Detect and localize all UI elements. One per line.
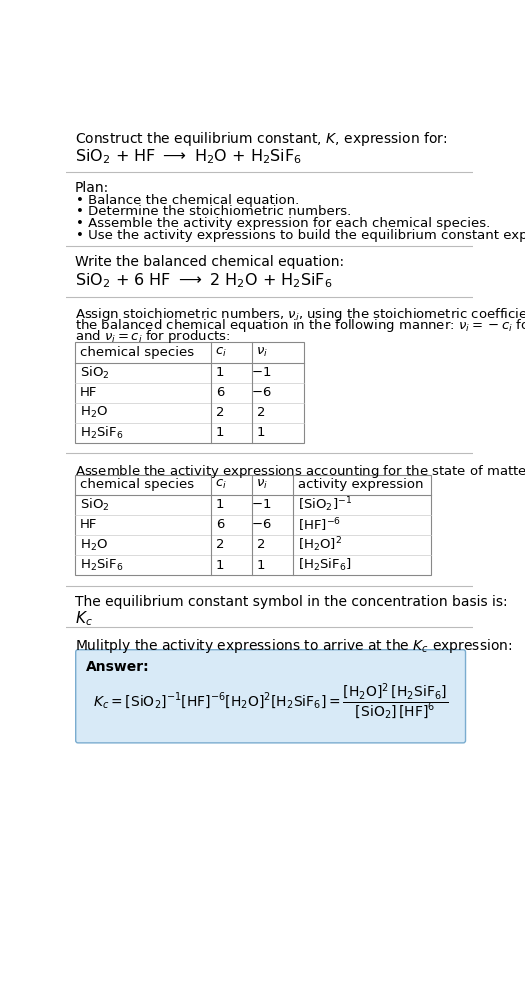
Text: $\mathrm{SiO_2}$: $\mathrm{SiO_2}$ [80, 364, 109, 380]
Text: Answer:: Answer: [86, 660, 150, 674]
Text: activity expression: activity expression [298, 479, 424, 491]
Text: the balanced chemical equation in the following manner: $\nu_i = -c_i$ for react: the balanced chemical equation in the fo… [75, 317, 525, 334]
Text: $-1$: $-1$ [251, 366, 271, 379]
Bar [75, 342, 303, 443]
Text: $\mathrm{H_2O}$: $\mathrm{H_2O}$ [80, 537, 108, 552]
Text: $c_i$: $c_i$ [215, 346, 227, 359]
Text: 2: 2 [257, 538, 265, 551]
Text: 1: 1 [216, 366, 224, 379]
Text: $-6$: $-6$ [250, 518, 271, 531]
Text: chemical species: chemical species [80, 479, 194, 491]
Text: $\mathrm{SiO_2}$: $\mathrm{SiO_2}$ [80, 497, 109, 513]
Text: $c_i$: $c_i$ [215, 479, 227, 492]
Text: HF: HF [80, 518, 97, 531]
Text: 2: 2 [257, 406, 265, 420]
Text: • Balance the chemical equation.: • Balance the chemical equation. [77, 194, 300, 207]
Text: $\mathrm{H_2O}$: $\mathrm{H_2O}$ [80, 405, 108, 421]
Text: $\mathrm{SiO_2}$ + HF $\longrightarrow$ $\mathrm{H_2O}$ + $\mathrm{H_2SiF_6}$: $\mathrm{SiO_2}$ + HF $\longrightarrow$ … [75, 147, 302, 166]
Text: $\mathrm{H_2SiF_6}$: $\mathrm{H_2SiF_6}$ [80, 557, 123, 573]
Text: Construct the equilibrium constant, $K$, expression for:: Construct the equilibrium constant, $K$,… [75, 130, 447, 148]
Text: $\nu_i$: $\nu_i$ [256, 479, 268, 492]
Text: 6: 6 [216, 518, 224, 531]
Text: and $\nu_i = c_i$ for products:: and $\nu_i = c_i$ for products: [75, 328, 230, 345]
Text: The equilibrium constant symbol in the concentration basis is:: The equilibrium constant symbol in the c… [75, 595, 508, 609]
Text: Mulitply the activity expressions to arrive at the $K_c$ expression:: Mulitply the activity expressions to arr… [75, 637, 512, 655]
Text: HF: HF [80, 386, 97, 399]
Text: $[\mathrm{SiO_2}]^{-1}$: $[\mathrm{SiO_2}]^{-1}$ [298, 496, 352, 514]
Text: $[\mathrm{H_2SiF_6}]$: $[\mathrm{H_2SiF_6}]$ [298, 557, 352, 573]
Text: 1: 1 [216, 558, 224, 571]
Text: $-6$: $-6$ [250, 386, 271, 399]
Text: 2: 2 [216, 538, 224, 551]
Text: $-1$: $-1$ [251, 498, 271, 511]
Text: chemical species: chemical species [80, 346, 194, 359]
Text: 6: 6 [216, 386, 224, 399]
Text: $\nu_i$: $\nu_i$ [256, 346, 268, 359]
Text: • Determine the stoichiometric numbers.: • Determine the stoichiometric numbers. [77, 205, 352, 218]
Text: 1: 1 [257, 558, 265, 571]
Text: Assign stoichiometric numbers, $\nu_i$, using the stoichiometric coefficients, $: Assign stoichiometric numbers, $\nu_i$, … [75, 306, 525, 323]
Text: 1: 1 [257, 427, 265, 439]
Text: 2: 2 [216, 406, 224, 420]
Text: $[\mathrm{H_2O}]^{2}$: $[\mathrm{H_2O}]^{2}$ [298, 535, 342, 554]
Text: Assemble the activity expressions accounting for the state of matter and $\nu_i$: Assemble the activity expressions accoun… [75, 463, 525, 480]
Text: $K_c = [\mathrm{SiO_2}]^{-1}[\mathrm{HF}]^{-6}[\mathrm{H_2O}]^{2}[\mathrm{H_2SiF: $K_c = [\mathrm{SiO_2}]^{-1}[\mathrm{HF}… [93, 681, 448, 721]
Text: 1: 1 [216, 427, 224, 439]
Text: Plan:: Plan: [75, 181, 109, 195]
Text: • Assemble the activity expression for each chemical species.: • Assemble the activity expression for e… [77, 217, 491, 230]
Text: • Use the activity expressions to build the equilibrium constant expression.: • Use the activity expressions to build … [77, 228, 525, 241]
Text: $[\mathrm{HF}]^{-6}$: $[\mathrm{HF}]^{-6}$ [298, 516, 341, 534]
Text: $\mathrm{H_2SiF_6}$: $\mathrm{H_2SiF_6}$ [80, 425, 123, 441]
Text: $\mathrm{SiO_2}$ + 6 HF $\longrightarrow$ 2 $\mathrm{H_2O}$ + $\mathrm{H_2SiF_6}: $\mathrm{SiO_2}$ + 6 HF $\longrightarrow… [75, 271, 332, 290]
Bar [75, 475, 432, 575]
FancyBboxPatch shape [76, 650, 466, 742]
Text: 1: 1 [216, 498, 224, 511]
Text: Write the balanced chemical equation:: Write the balanced chemical equation: [75, 256, 344, 270]
Text: $K_c$: $K_c$ [75, 609, 92, 628]
